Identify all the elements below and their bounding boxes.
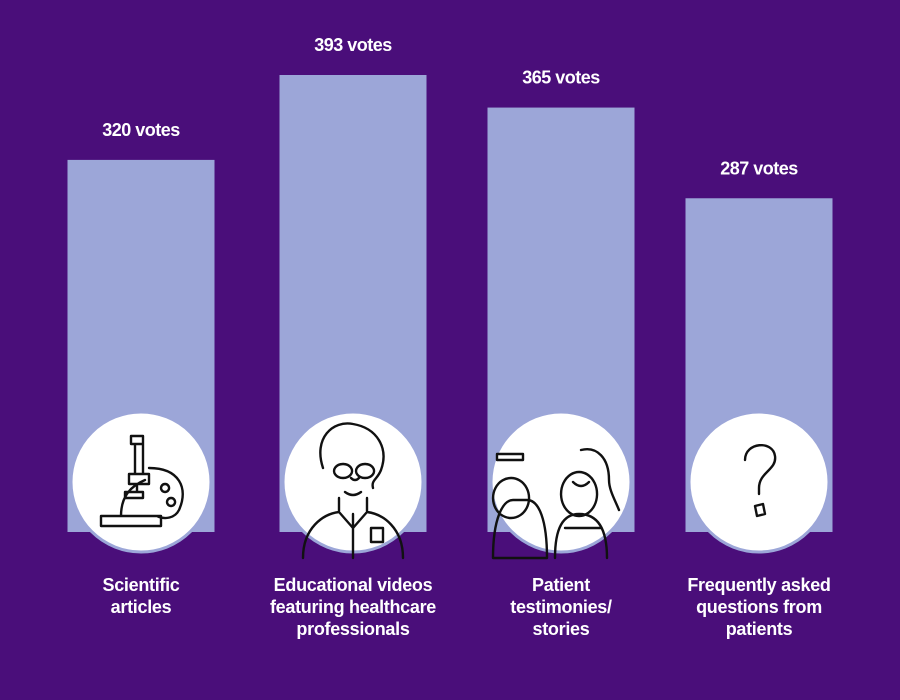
icon — [491, 448, 621, 560]
icon — [99, 434, 184, 528]
value-label: 320 votes — [102, 120, 180, 140]
category-label: Frequently asked questions from patients — [687, 575, 831, 639]
value-label: 287 votes — [720, 158, 798, 178]
value-label: 365 votes — [522, 68, 600, 88]
icon — [743, 444, 777, 518]
value-label: 393 votes — [314, 35, 392, 55]
icon-circle — [489, 410, 633, 554]
category-label: Patient testimonies/ stories — [510, 575, 612, 639]
icon — [301, 422, 405, 560]
category-label: Educational videos featuring healthcare … — [269, 575, 437, 639]
category-label: Scientific articles — [102, 575, 180, 617]
